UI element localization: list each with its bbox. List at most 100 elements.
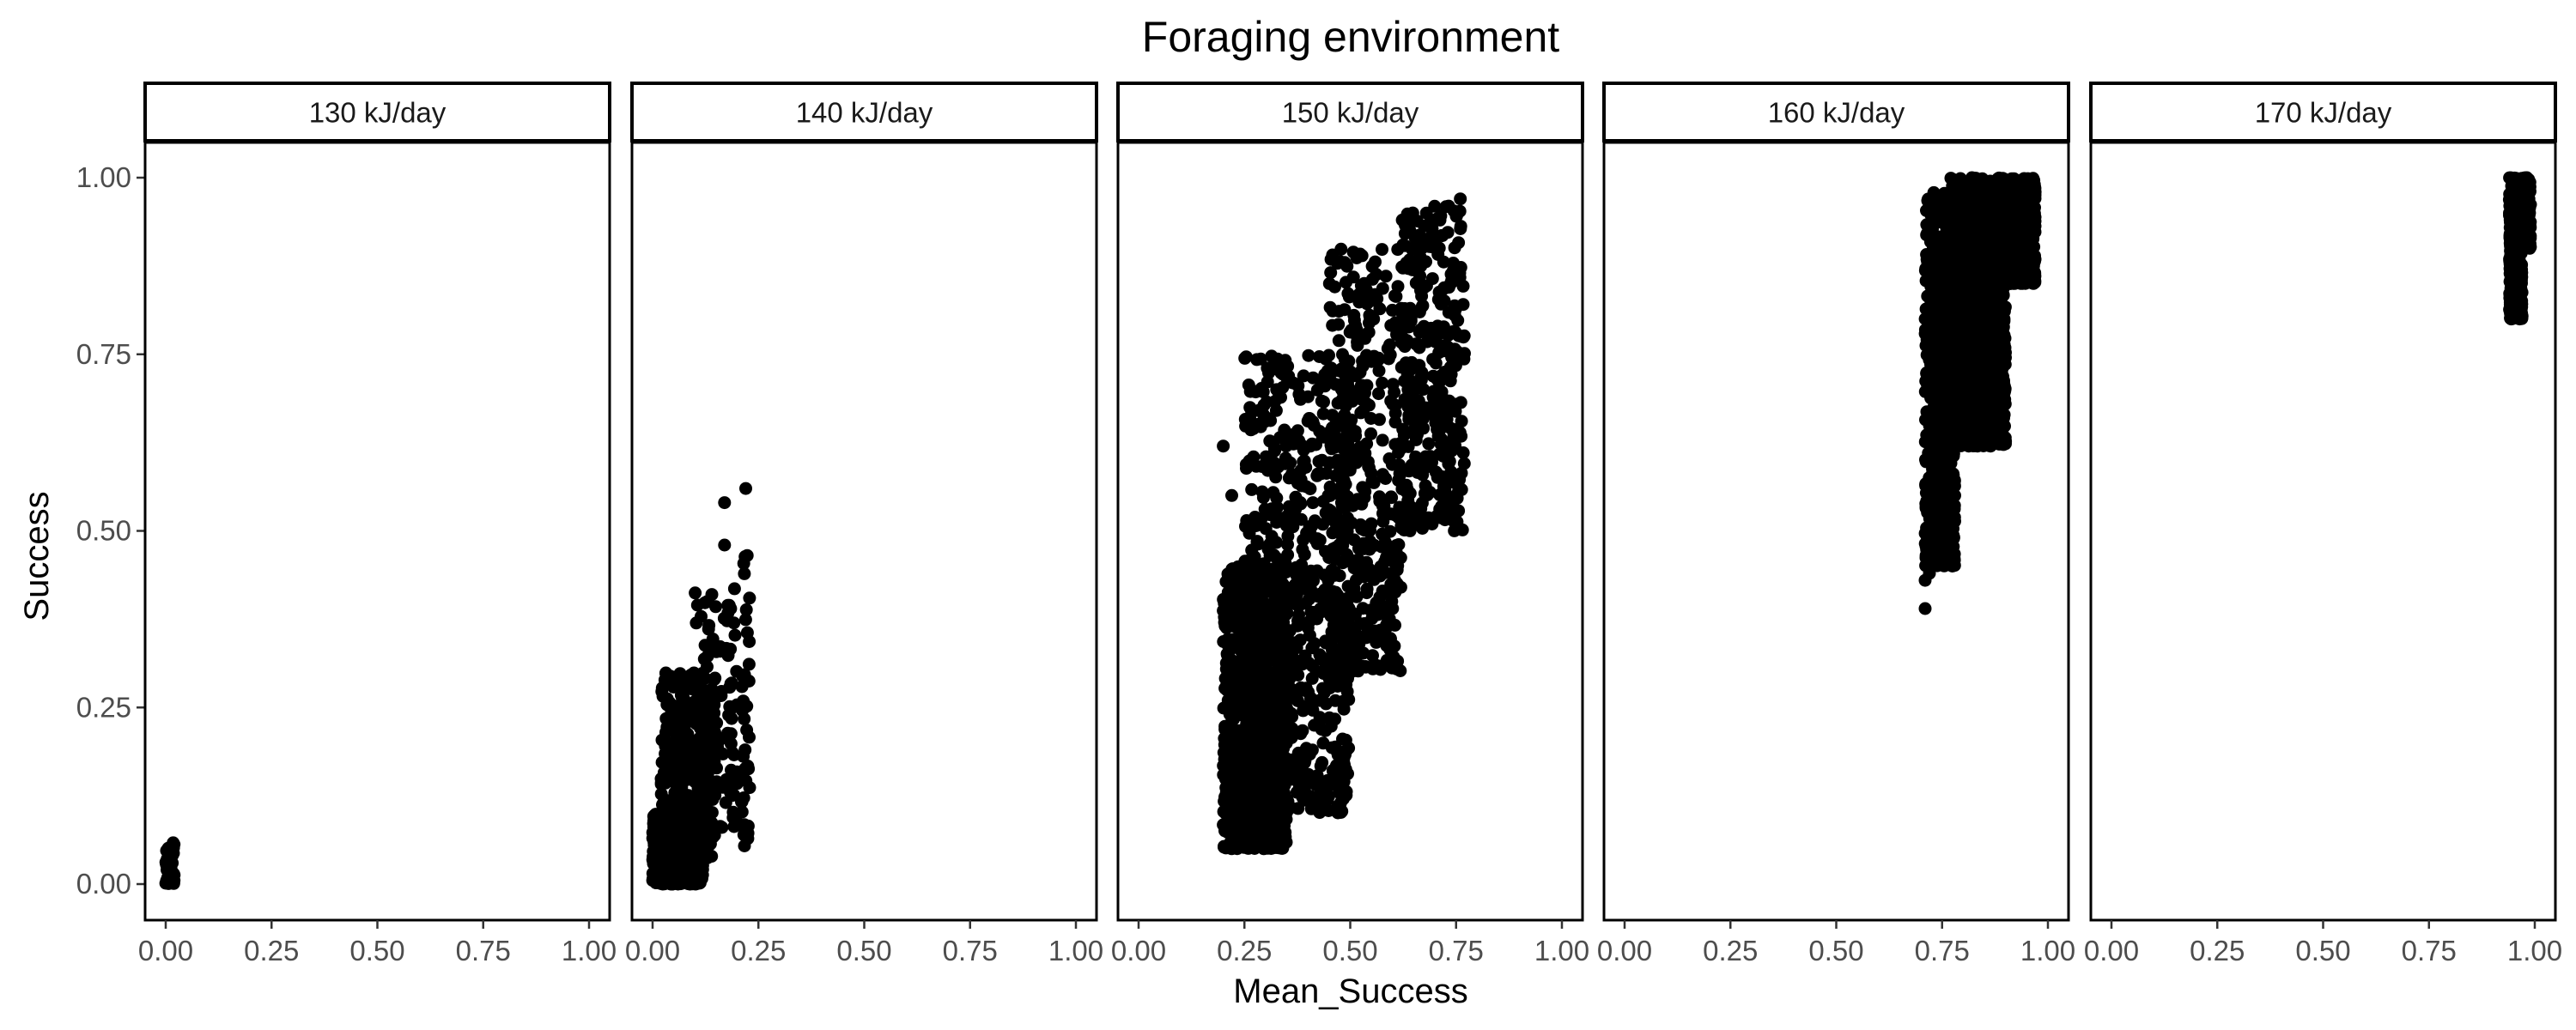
data-point [737, 749, 750, 763]
data-point [679, 803, 693, 816]
data-point [677, 766, 691, 779]
data-point [1218, 671, 1232, 685]
data-point [1325, 625, 1339, 639]
x-tick-label: 1.00 [1534, 935, 1589, 966]
data-point [1930, 230, 1944, 244]
data-point [1295, 558, 1309, 572]
data-point [165, 875, 179, 888]
data-point [1376, 433, 1389, 447]
data-point [1311, 467, 1325, 481]
data-point [1232, 641, 1246, 655]
data-point [1403, 487, 1417, 500]
data-point [1265, 653, 1279, 667]
x-tick-label: 1.00 [562, 935, 617, 966]
data-point [1376, 243, 1388, 257]
data-point [1268, 536, 1282, 549]
x-tick-label: 0.00 [1111, 935, 1166, 966]
data-point [1306, 496, 1320, 510]
data-point [1260, 707, 1273, 721]
data-point [1332, 643, 1346, 657]
data-point [1280, 639, 1294, 652]
data-point [1225, 488, 1238, 502]
data-point [737, 556, 750, 570]
data-point [1342, 693, 1356, 706]
data-point [1313, 711, 1327, 724]
data-point [1326, 248, 1340, 262]
data-point [1376, 585, 1389, 597]
data-point [1327, 609, 1340, 623]
data-point [1360, 627, 1374, 641]
data-point [1309, 533, 1322, 547]
data-point [1391, 280, 1405, 294]
data-point [1238, 661, 1252, 675]
data-point [1315, 394, 1328, 408]
x-axis-title: Mean_Success [1233, 972, 1467, 1010]
data-point [1358, 446, 1372, 460]
data-point [1310, 564, 1324, 578]
facet-strip [630, 82, 1098, 142]
data-point [1412, 464, 1425, 478]
data-point [1431, 468, 1444, 482]
data-point [1356, 481, 1370, 494]
data-point [1383, 524, 1397, 538]
data-point [1443, 394, 1456, 408]
data-point [1918, 312, 1932, 325]
data-point [164, 854, 178, 868]
data-point [1413, 341, 1426, 354]
data-point [1289, 692, 1302, 706]
data-point [1248, 550, 1261, 564]
data-point [1358, 386, 1371, 400]
data-point [1426, 513, 1440, 527]
data-point [1434, 297, 1448, 311]
data-point [1328, 694, 1342, 707]
data-point [693, 820, 707, 833]
data-point [1291, 598, 1304, 612]
data-point [1284, 506, 1297, 519]
data-point [1933, 469, 1947, 482]
x-tick-label: 0.50 [836, 935, 891, 966]
data-point [1937, 551, 1951, 565]
data-point [1429, 335, 1443, 348]
data-point [678, 674, 692, 687]
data-point [1276, 577, 1289, 591]
data-point [662, 713, 676, 727]
data-point [1406, 242, 1419, 256]
data-point [692, 865, 706, 879]
data-point [1422, 217, 1436, 231]
data-point [1386, 602, 1400, 615]
data-point [1309, 438, 1322, 451]
data-point [1427, 385, 1441, 398]
data-point [722, 708, 736, 722]
data-point [1279, 354, 1292, 367]
data-point [698, 671, 712, 685]
data-point [1363, 310, 1376, 324]
data-point [1244, 632, 1258, 645]
data-point [1254, 352, 1267, 366]
chart-title: Foraging environment [1142, 13, 1559, 61]
x-tick-label: 0.25 [1217, 935, 1272, 966]
data-point [674, 732, 688, 746]
data-point [707, 830, 720, 844]
facet-strip [1116, 82, 1584, 142]
data-point [737, 791, 750, 804]
data-point [1455, 330, 1468, 343]
data-point [1249, 653, 1263, 667]
x-tick-label: 0.50 [1322, 935, 1377, 966]
data-point [1247, 422, 1261, 435]
data-point [702, 790, 715, 803]
data-point [1403, 253, 1417, 267]
data-point [690, 748, 703, 762]
data-point [1330, 776, 1344, 790]
data-point [1313, 806, 1327, 820]
data-point [693, 773, 707, 787]
data-point [1296, 724, 1309, 737]
data-point [1351, 338, 1364, 352]
data-point [705, 588, 719, 602]
data-point [1342, 742, 1356, 754]
y-tick-label: 1.00 [76, 161, 131, 193]
data-point [1338, 256, 1352, 270]
data-point [1316, 791, 1330, 803]
panel-frame [143, 141, 611, 922]
data-point [1449, 488, 1462, 502]
